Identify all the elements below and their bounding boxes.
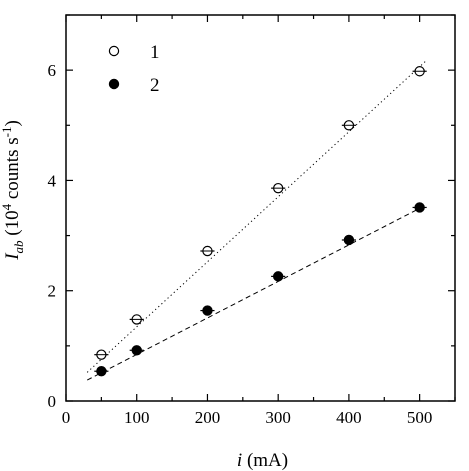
y-tick-label: 6 <box>48 61 57 80</box>
plot-frame <box>65 14 456 402</box>
y-tick-label: 2 <box>48 282 57 301</box>
legend-marker-1 <box>108 45 120 57</box>
y-axis-label: Iab (104 counts s-1) <box>0 120 26 261</box>
x-axis-label: i (mA) <box>237 450 288 471</box>
x-tick-label: 300 <box>265 408 291 427</box>
fit-lines <box>86 59 428 381</box>
data-points <box>94 66 427 377</box>
x-tick-label: 100 <box>124 408 150 427</box>
filled-circle-marker <box>343 234 355 246</box>
filled-circle-marker <box>414 202 425 213</box>
filled-circle-marker <box>202 305 213 316</box>
x-tick-label: 0 <box>62 408 71 427</box>
filled-circle-marker <box>96 366 107 377</box>
fit-line-series-1 <box>86 59 428 373</box>
axis-ticks: 0 100 200 300 400 500 0 2 4 6 <box>48 14 456 427</box>
filled-circle-marker <box>272 271 284 282</box>
x-tick-label: 200 <box>195 408 221 427</box>
legend-label-1: 1 <box>150 42 160 63</box>
legend-label-2: 2 <box>150 75 160 96</box>
filled-circle-marker <box>131 345 142 356</box>
legend-marker-2 <box>108 78 120 90</box>
y-tick-label: 0 <box>48 392 57 411</box>
x-tick-label: 400 <box>336 408 362 427</box>
x-tick-label: 500 <box>407 408 433 427</box>
legend: 12 <box>108 42 160 96</box>
y-tick-label: 4 <box>48 171 57 190</box>
